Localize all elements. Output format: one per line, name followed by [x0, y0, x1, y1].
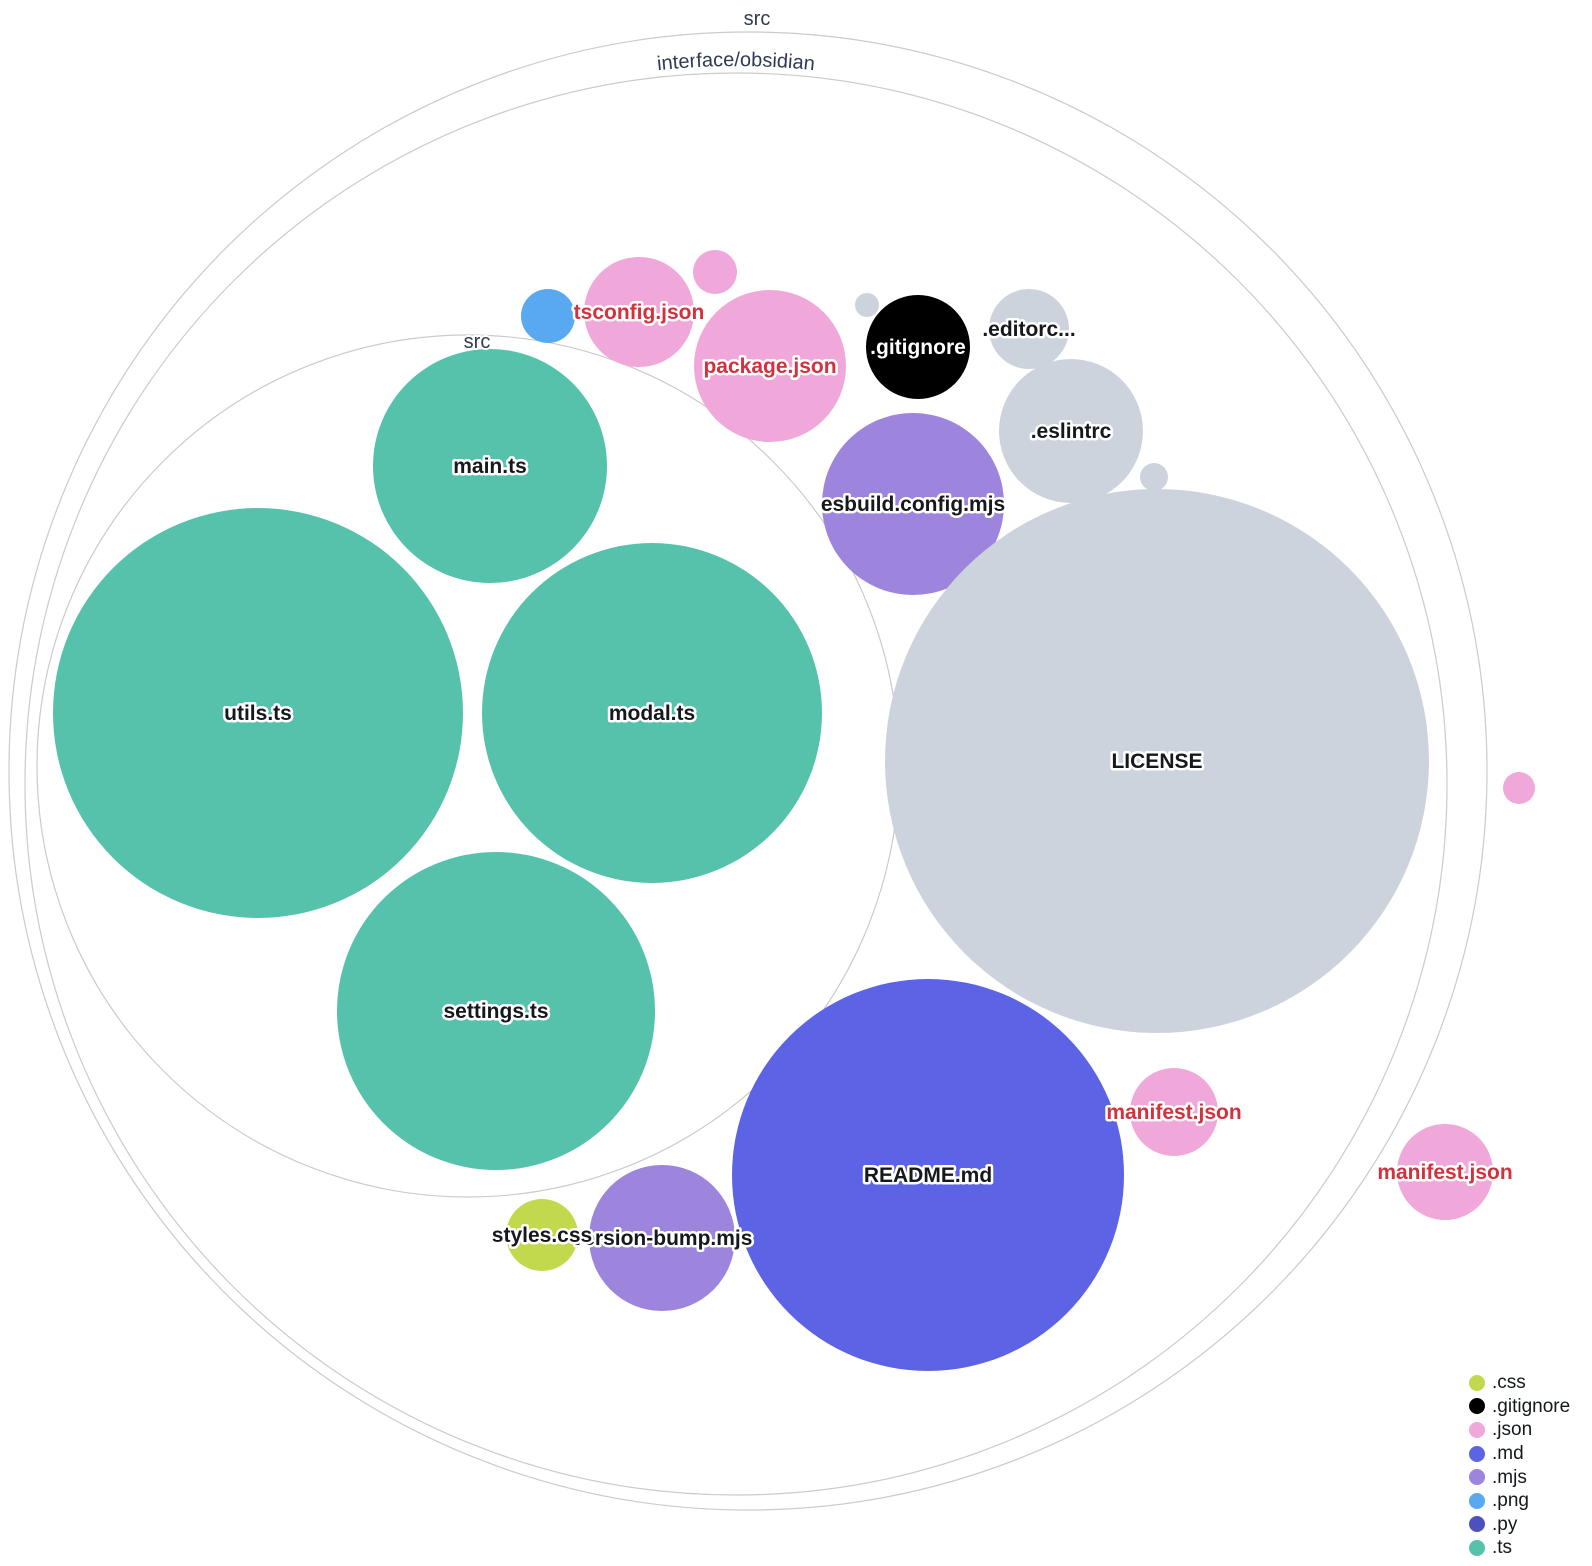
file-label-utils-ts: utils.ts — [224, 702, 292, 725]
legend-item-css: .css — [1469, 1371, 1570, 1395]
legend-item-mjs: .mjs — [1469, 1465, 1570, 1489]
file-circle-readme-md[interactable] — [732, 979, 1124, 1371]
legend-item-py: .py — [1469, 1513, 1570, 1537]
legend-dot-json — [1469, 1421, 1485, 1438]
legend-dot-png — [1469, 1492, 1485, 1509]
folder-circle-interface-obsidian — [24, 72, 1448, 1496]
folder-label-interface-obsidian: interface/obsidian — [656, 49, 816, 75]
folder-label-root-src: src — [744, 8, 771, 30]
file-label-gitignore: .gitignore — [870, 336, 966, 359]
legend-label-py: .py — [1492, 1513, 1518, 1535]
file-circle-version-bump-mjs[interactable] — [589, 1165, 735, 1311]
legend-dot-py — [1469, 1516, 1485, 1533]
file-label-manifest-json-inner: manifest.json — [1106, 1101, 1241, 1124]
file-label-tsconfig-json: tsconfig.json — [574, 301, 705, 324]
file-circles-layer — [53, 250, 1535, 1371]
file-label-settings-ts: settings.ts — [443, 1000, 548, 1023]
file-circle-license[interactable] — [885, 489, 1429, 1033]
file-label-esbuild-config-mjs: esbuild.config.mjs — [821, 493, 1005, 516]
file-circle-tsconfig-json[interactable] — [584, 257, 694, 367]
folder-label-interface-obsidian-textpath: interface/obsidian — [654, 47, 818, 77]
file-circle-utils-ts[interactable] — [53, 508, 463, 918]
file-circle-json-small-top[interactable] — [693, 250, 737, 294]
file-type-legend: .css .gitignore .json .md .mjs .png .py .ts — [1469, 1371, 1570, 1560]
legend-item-md: .md — [1469, 1442, 1570, 1466]
file-circle-editorconfig[interactable] — [989, 289, 1069, 369]
file-label-license: LICENSE — [1111, 750, 1202, 773]
file-circle-main-ts[interactable] — [373, 349, 607, 583]
file-circle-gray-small-top[interactable] — [855, 293, 879, 317]
folder-circle-root-src — [8, 31, 1488, 1511]
legend-label-json: .json — [1492, 1419, 1533, 1441]
file-circle-modal-ts[interactable] — [482, 543, 822, 883]
file-circle-gitignore[interactable] — [866, 295, 970, 399]
legend-dot-css — [1469, 1374, 1485, 1391]
file-label-version-bump-mjs: version-bump.mjs — [572, 1227, 753, 1250]
file-label-manifest-json-outer: manifest.json — [1377, 1161, 1512, 1184]
legend-dot-md — [1469, 1445, 1485, 1462]
file-circle-settings-ts[interactable] — [337, 852, 655, 1170]
legend-label-gitignore: .gitignore — [1492, 1395, 1571, 1417]
file-circle-manifest-json-inner[interactable] — [1130, 1068, 1218, 1156]
legend-dot-gitignore — [1469, 1398, 1485, 1415]
legend-item-gitignore: .gitignore — [1469, 1395, 1570, 1419]
legend-item-png: .png — [1469, 1489, 1570, 1513]
file-circle-manifest-json-outer[interactable] — [1397, 1124, 1493, 1220]
legend-dot-ts — [1469, 1539, 1485, 1556]
legend-label-mjs: .mjs — [1492, 1466, 1527, 1488]
legend-dot-mjs — [1469, 1469, 1485, 1486]
file-label-modal-ts: modal.ts — [609, 702, 695, 725]
file-label-main-ts: main.ts — [453, 455, 527, 478]
legend-item-json: .json — [1469, 1418, 1570, 1442]
file-label-eslintrc: .eslintrc — [1031, 420, 1112, 443]
file-circle-gray-small-mid[interactable] — [1140, 463, 1168, 491]
file-circle-package-json[interactable] — [694, 290, 846, 442]
file-circle-png-file[interactable] — [521, 289, 575, 343]
legend-label-png: .png — [1492, 1490, 1529, 1512]
legend-label-ts: .ts — [1492, 1537, 1513, 1559]
file-labels-layer: main.ts utils.ts modal.ts settings.ts tsconf… — [222, 299, 1516, 1253]
legend-label-css: .css — [1492, 1372, 1526, 1394]
file-circle-styles-css[interactable] — [506, 1199, 578, 1271]
legend-label-md: .md — [1492, 1443, 1524, 1465]
file-circle-esbuild-config-mjs[interactable] — [822, 413, 1004, 595]
file-circle-json-small-right[interactable] — [1503, 772, 1535, 804]
file-label-readme-md: README.md — [864, 1164, 992, 1187]
legend-item-ts: .ts — [1469, 1536, 1570, 1560]
file-label-styles-css: styles.css — [492, 1224, 592, 1247]
file-label-editorconfig: .editorc... — [982, 318, 1075, 341]
file-label-package-json: package.json — [703, 355, 836, 378]
file-circle-eslintrc[interactable] — [999, 359, 1143, 503]
folder-label-nested-src: src — [464, 331, 491, 353]
